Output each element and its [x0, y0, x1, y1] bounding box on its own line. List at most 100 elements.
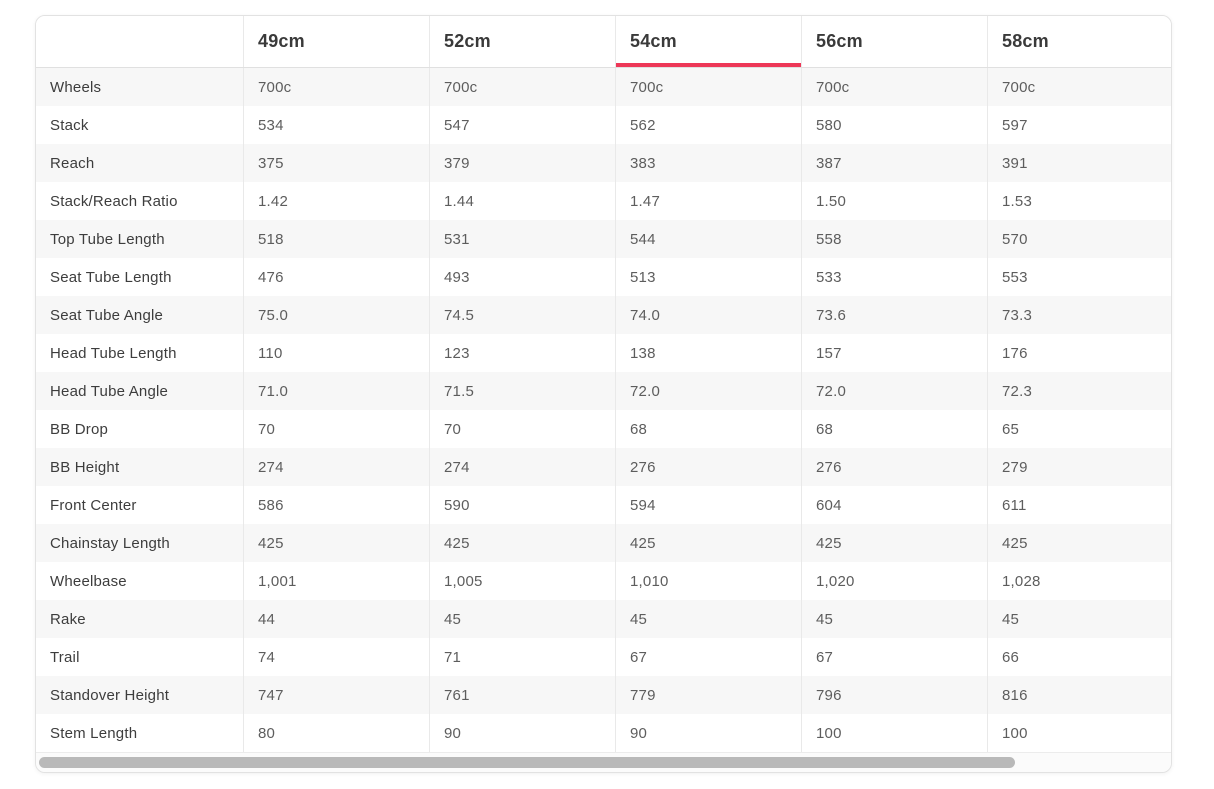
cell-value: 100: [987, 714, 1171, 752]
cell-value: 45: [801, 600, 987, 638]
cell-value: 1,010: [615, 562, 801, 600]
row-label: Head Tube Angle: [50, 382, 169, 400]
horizontal-scrollbar-thumb[interactable]: [39, 757, 1016, 768]
table-row: Reach 375 379 383 387 391: [36, 144, 1171, 182]
cell-value: 534: [243, 106, 429, 144]
row-label: Front Center: [50, 496, 137, 514]
header-row: 49cm 52cm 54cm 56cm 58cm: [36, 16, 1171, 68]
cell-value: 1.47: [615, 182, 801, 220]
size-tab-49cm[interactable]: 49cm: [243, 16, 429, 67]
cell-value: 71: [429, 638, 615, 676]
cell-value: 100: [801, 714, 987, 752]
cell-value: 66: [987, 638, 1171, 676]
cell-value: 72.0: [801, 372, 987, 410]
table-row: Chainstay Length 425 425 425 425 425: [36, 524, 1171, 562]
cell-value: 123: [429, 334, 615, 372]
cell-value: 562: [615, 106, 801, 144]
table-row: Seat Tube Length 476 493 513 533 553: [36, 258, 1171, 296]
cell-value: 425: [615, 524, 801, 562]
size-tab-56cm[interactable]: 56cm: [801, 16, 987, 67]
cell-value: 425: [801, 524, 987, 562]
table-row: Wheels 700c 700c 700c 700c 700c: [36, 68, 1171, 106]
row-label: Seat Tube Angle: [50, 306, 164, 324]
cell-value: 45: [987, 600, 1171, 638]
cell-value: 67: [801, 638, 987, 676]
row-label: Wheels: [50, 78, 102, 96]
table-row: Head Tube Angle 71.0 71.5 72.0 72.0 72.3: [36, 372, 1171, 410]
table-row: Stem Length 80 90 90 100 100: [36, 714, 1171, 752]
table-row: Top Tube Length 518 531 544 558 570: [36, 220, 1171, 258]
table-row: Head Tube Length 110 123 138 157 176: [36, 334, 1171, 372]
cell-value: 274: [243, 448, 429, 486]
cell-value: 700c: [429, 68, 615, 106]
cell-value: 383: [615, 144, 801, 182]
row-label: Rake: [50, 610, 86, 628]
cell-value: 1,005: [429, 562, 615, 600]
row-label: BB Height: [50, 458, 120, 476]
cell-value: 580: [801, 106, 987, 144]
cell-value: 391: [987, 144, 1171, 182]
cell-value: 761: [429, 676, 615, 714]
size-tab-58cm[interactable]: 58cm: [987, 16, 1171, 67]
cell-value: 533: [801, 258, 987, 296]
cell-value: 138: [615, 334, 801, 372]
row-label: Reach: [50, 154, 95, 172]
cell-value: 816: [987, 676, 1171, 714]
row-label: Seat Tube Length: [50, 268, 172, 286]
row-label: Wheelbase: [50, 572, 127, 590]
row-label: Standover Height: [50, 686, 170, 704]
cell-value: 700c: [243, 68, 429, 106]
cell-value: 68: [615, 410, 801, 448]
table-row: BB Height 274 274 276 276 279: [36, 448, 1171, 486]
cell-value: 276: [615, 448, 801, 486]
table-row: Rake 44 45 45 45 45: [36, 600, 1171, 638]
cell-value: 73.3: [987, 296, 1171, 334]
cell-value: 74.0: [615, 296, 801, 334]
cell-value: 70: [429, 410, 615, 448]
cell-value: 558: [801, 220, 987, 258]
table-row: Trail 74 71 67 67 66: [36, 638, 1171, 676]
row-label: Stem Length: [50, 724, 138, 742]
cell-value: 157: [801, 334, 987, 372]
table-row: Wheelbase 1,001 1,005 1,010 1,020 1,028: [36, 562, 1171, 600]
header-empty-cell: [36, 16, 243, 67]
cell-value: 68: [801, 410, 987, 448]
size-tab-52cm[interactable]: 52cm: [429, 16, 615, 67]
cell-value: 72.3: [987, 372, 1171, 410]
table-row: Seat Tube Angle 75.0 74.5 74.0 73.6 73.3: [36, 296, 1171, 334]
cell-value: 425: [987, 524, 1171, 562]
cell-value: 274: [429, 448, 615, 486]
horizontal-scrollbar-track[interactable]: [36, 752, 1171, 772]
table-row: Stack/Reach Ratio 1.42 1.44 1.47 1.50 1.53: [36, 182, 1171, 220]
cell-value: 611: [987, 486, 1171, 524]
size-tab-54cm[interactable]: 54cm: [615, 16, 801, 67]
cell-value: 74: [243, 638, 429, 676]
cell-value: 518: [243, 220, 429, 258]
table-row: Stack 534 547 562 580 597: [36, 106, 1171, 144]
table-row: BB Drop 70 70 68 68 65: [36, 410, 1171, 448]
cell-value: 74.5: [429, 296, 615, 334]
cell-value: 45: [615, 600, 801, 638]
cell-value: 1.53: [987, 182, 1171, 220]
cell-value: 375: [243, 144, 429, 182]
cell-value: 387: [801, 144, 987, 182]
cell-value: 594: [615, 486, 801, 524]
cell-value: 1.42: [243, 182, 429, 220]
cell-value: 590: [429, 486, 615, 524]
cell-value: 176: [987, 334, 1171, 372]
cell-value: 553: [987, 258, 1171, 296]
cell-value: 65: [987, 410, 1171, 448]
cell-value: 80: [243, 714, 429, 752]
row-label: Trail: [50, 648, 80, 666]
cell-value: 597: [987, 106, 1171, 144]
table-body: Wheels 700c 700c 700c 700c 700c Stack 534 547 562…: [36, 68, 1171, 752]
cell-value: 586: [243, 486, 429, 524]
cell-value: 1,001: [243, 562, 429, 600]
cell-value: 73.6: [801, 296, 987, 334]
cell-value: 493: [429, 258, 615, 296]
cell-value: 779: [615, 676, 801, 714]
cell-value: 379: [429, 144, 615, 182]
cell-value: 90: [615, 714, 801, 752]
cell-value: 75.0: [243, 296, 429, 334]
cell-value: 531: [429, 220, 615, 258]
